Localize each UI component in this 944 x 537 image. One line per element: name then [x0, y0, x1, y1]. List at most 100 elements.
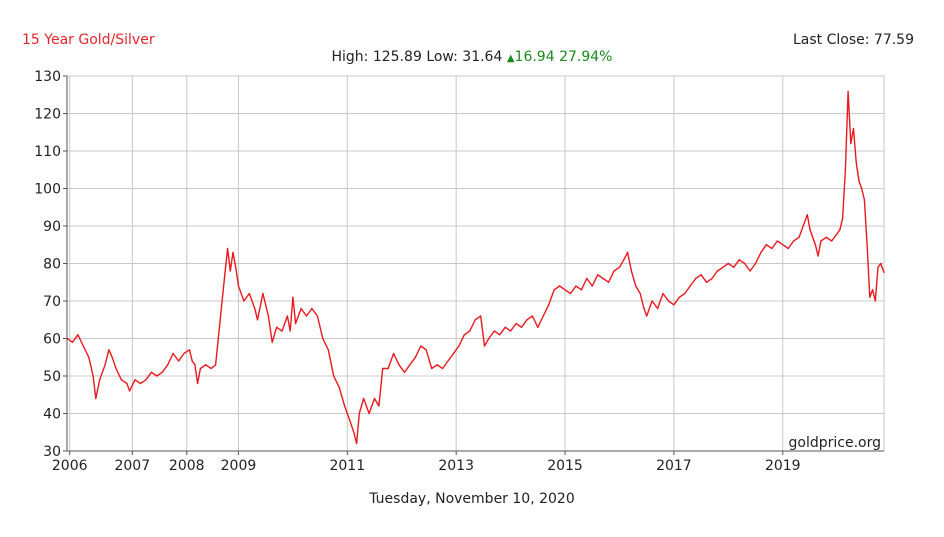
data-point [289, 330, 291, 332]
data-point [716, 270, 719, 272]
data-point [237, 285, 240, 287]
data-point [145, 379, 147, 381]
data-point [803, 221, 806, 223]
data-point [199, 367, 201, 370]
data-point [197, 382, 199, 385]
data-point [88, 356, 90, 358]
y-tick-label: 100 [34, 182, 61, 198]
data-point [744, 262, 746, 265]
data-point [602, 277, 604, 280]
data-point [452, 352, 455, 355]
data-point [115, 367, 117, 370]
x-tick-label: 2006 [52, 458, 88, 474]
y-tick-label: 40 [43, 407, 61, 423]
data-point [373, 397, 376, 400]
data-point [108, 349, 110, 351]
data-point [684, 292, 686, 295]
data-point [126, 382, 128, 385]
data-point [431, 367, 433, 370]
data-point [224, 274, 226, 276]
data-point [480, 315, 482, 317]
data-point [722, 266, 724, 268]
data-point [333, 375, 335, 377]
data-point [591, 285, 593, 287]
data-point [191, 360, 193, 362]
data-point [787, 247, 789, 250]
data-point [300, 307, 302, 310]
data-point [842, 217, 844, 220]
data-point [580, 289, 582, 291]
data-point [262, 292, 264, 295]
data-point [232, 251, 234, 253]
data-point [172, 352, 174, 355]
y-tick-label: 90 [43, 219, 61, 235]
data-point [120, 379, 123, 381]
data-point [327, 349, 329, 351]
data-point [831, 240, 833, 242]
data-point [95, 397, 97, 400]
data-point [569, 292, 572, 295]
change-percent: 27.94% [559, 49, 613, 65]
data-point [378, 405, 380, 407]
data-point [880, 262, 882, 265]
data-point [825, 236, 827, 238]
data-point [322, 337, 324, 340]
data-point [656, 307, 659, 310]
data-point [542, 315, 544, 317]
data-point [531, 315, 533, 317]
data-point [214, 364, 217, 366]
data-point [177, 360, 180, 362]
data-point [839, 229, 841, 231]
data-point [295, 322, 297, 325]
y-tick-label: 110 [34, 144, 61, 160]
y-tick-label: 50 [43, 369, 61, 385]
data-point [765, 244, 768, 246]
data-point [493, 330, 495, 332]
data-point [92, 375, 94, 377]
data-point [733, 266, 735, 268]
data-point [99, 379, 101, 381]
data-point [194, 364, 196, 366]
data-point [217, 337, 219, 340]
data-point [409, 364, 411, 366]
x-tick-label: 2007 [114, 458, 150, 474]
data-point [156, 375, 158, 377]
data-point [420, 345, 422, 347]
y-tick-label: 30 [43, 444, 61, 460]
data-point [798, 236, 800, 238]
data-point [760, 251, 762, 253]
last-close-label: Last Close: [792, 32, 870, 48]
high-value: 125.89 [372, 49, 422, 65]
data-point [161, 371, 163, 373]
data-point [243, 300, 245, 302]
data-point [425, 349, 427, 351]
last-close: Last Close: 77.59 [793, 32, 914, 48]
data-point [281, 330, 283, 332]
low-value: 31.64 [462, 49, 503, 65]
data-point [667, 300, 670, 302]
series-line [67, 90, 885, 445]
data-point [286, 315, 289, 317]
chart-axes: 30 40 50 60 70 80 90 100 110 120 130 2006 2007 2008 20… [34, 69, 884, 474]
x-tick-label: 2013 [438, 458, 474, 474]
data-point [349, 420, 351, 422]
data-point [205, 364, 207, 366]
data-point [392, 352, 395, 355]
data-point [167, 364, 169, 366]
data-point [226, 247, 229, 250]
data-point [66, 337, 69, 340]
y-tick-label: 130 [34, 69, 61, 85]
high-label: High: [331, 49, 369, 65]
data-point [586, 277, 588, 280]
low-label: Low: [426, 49, 458, 65]
data-point [806, 214, 808, 216]
data-point [844, 169, 846, 171]
data-point [866, 244, 868, 246]
data-point [883, 271, 885, 274]
x-tick-label: 2011 [329, 458, 365, 474]
data-point [553, 289, 555, 291]
x-tick-label: 2008 [169, 458, 205, 474]
data-point [510, 330, 512, 332]
data-point [150, 371, 152, 373]
